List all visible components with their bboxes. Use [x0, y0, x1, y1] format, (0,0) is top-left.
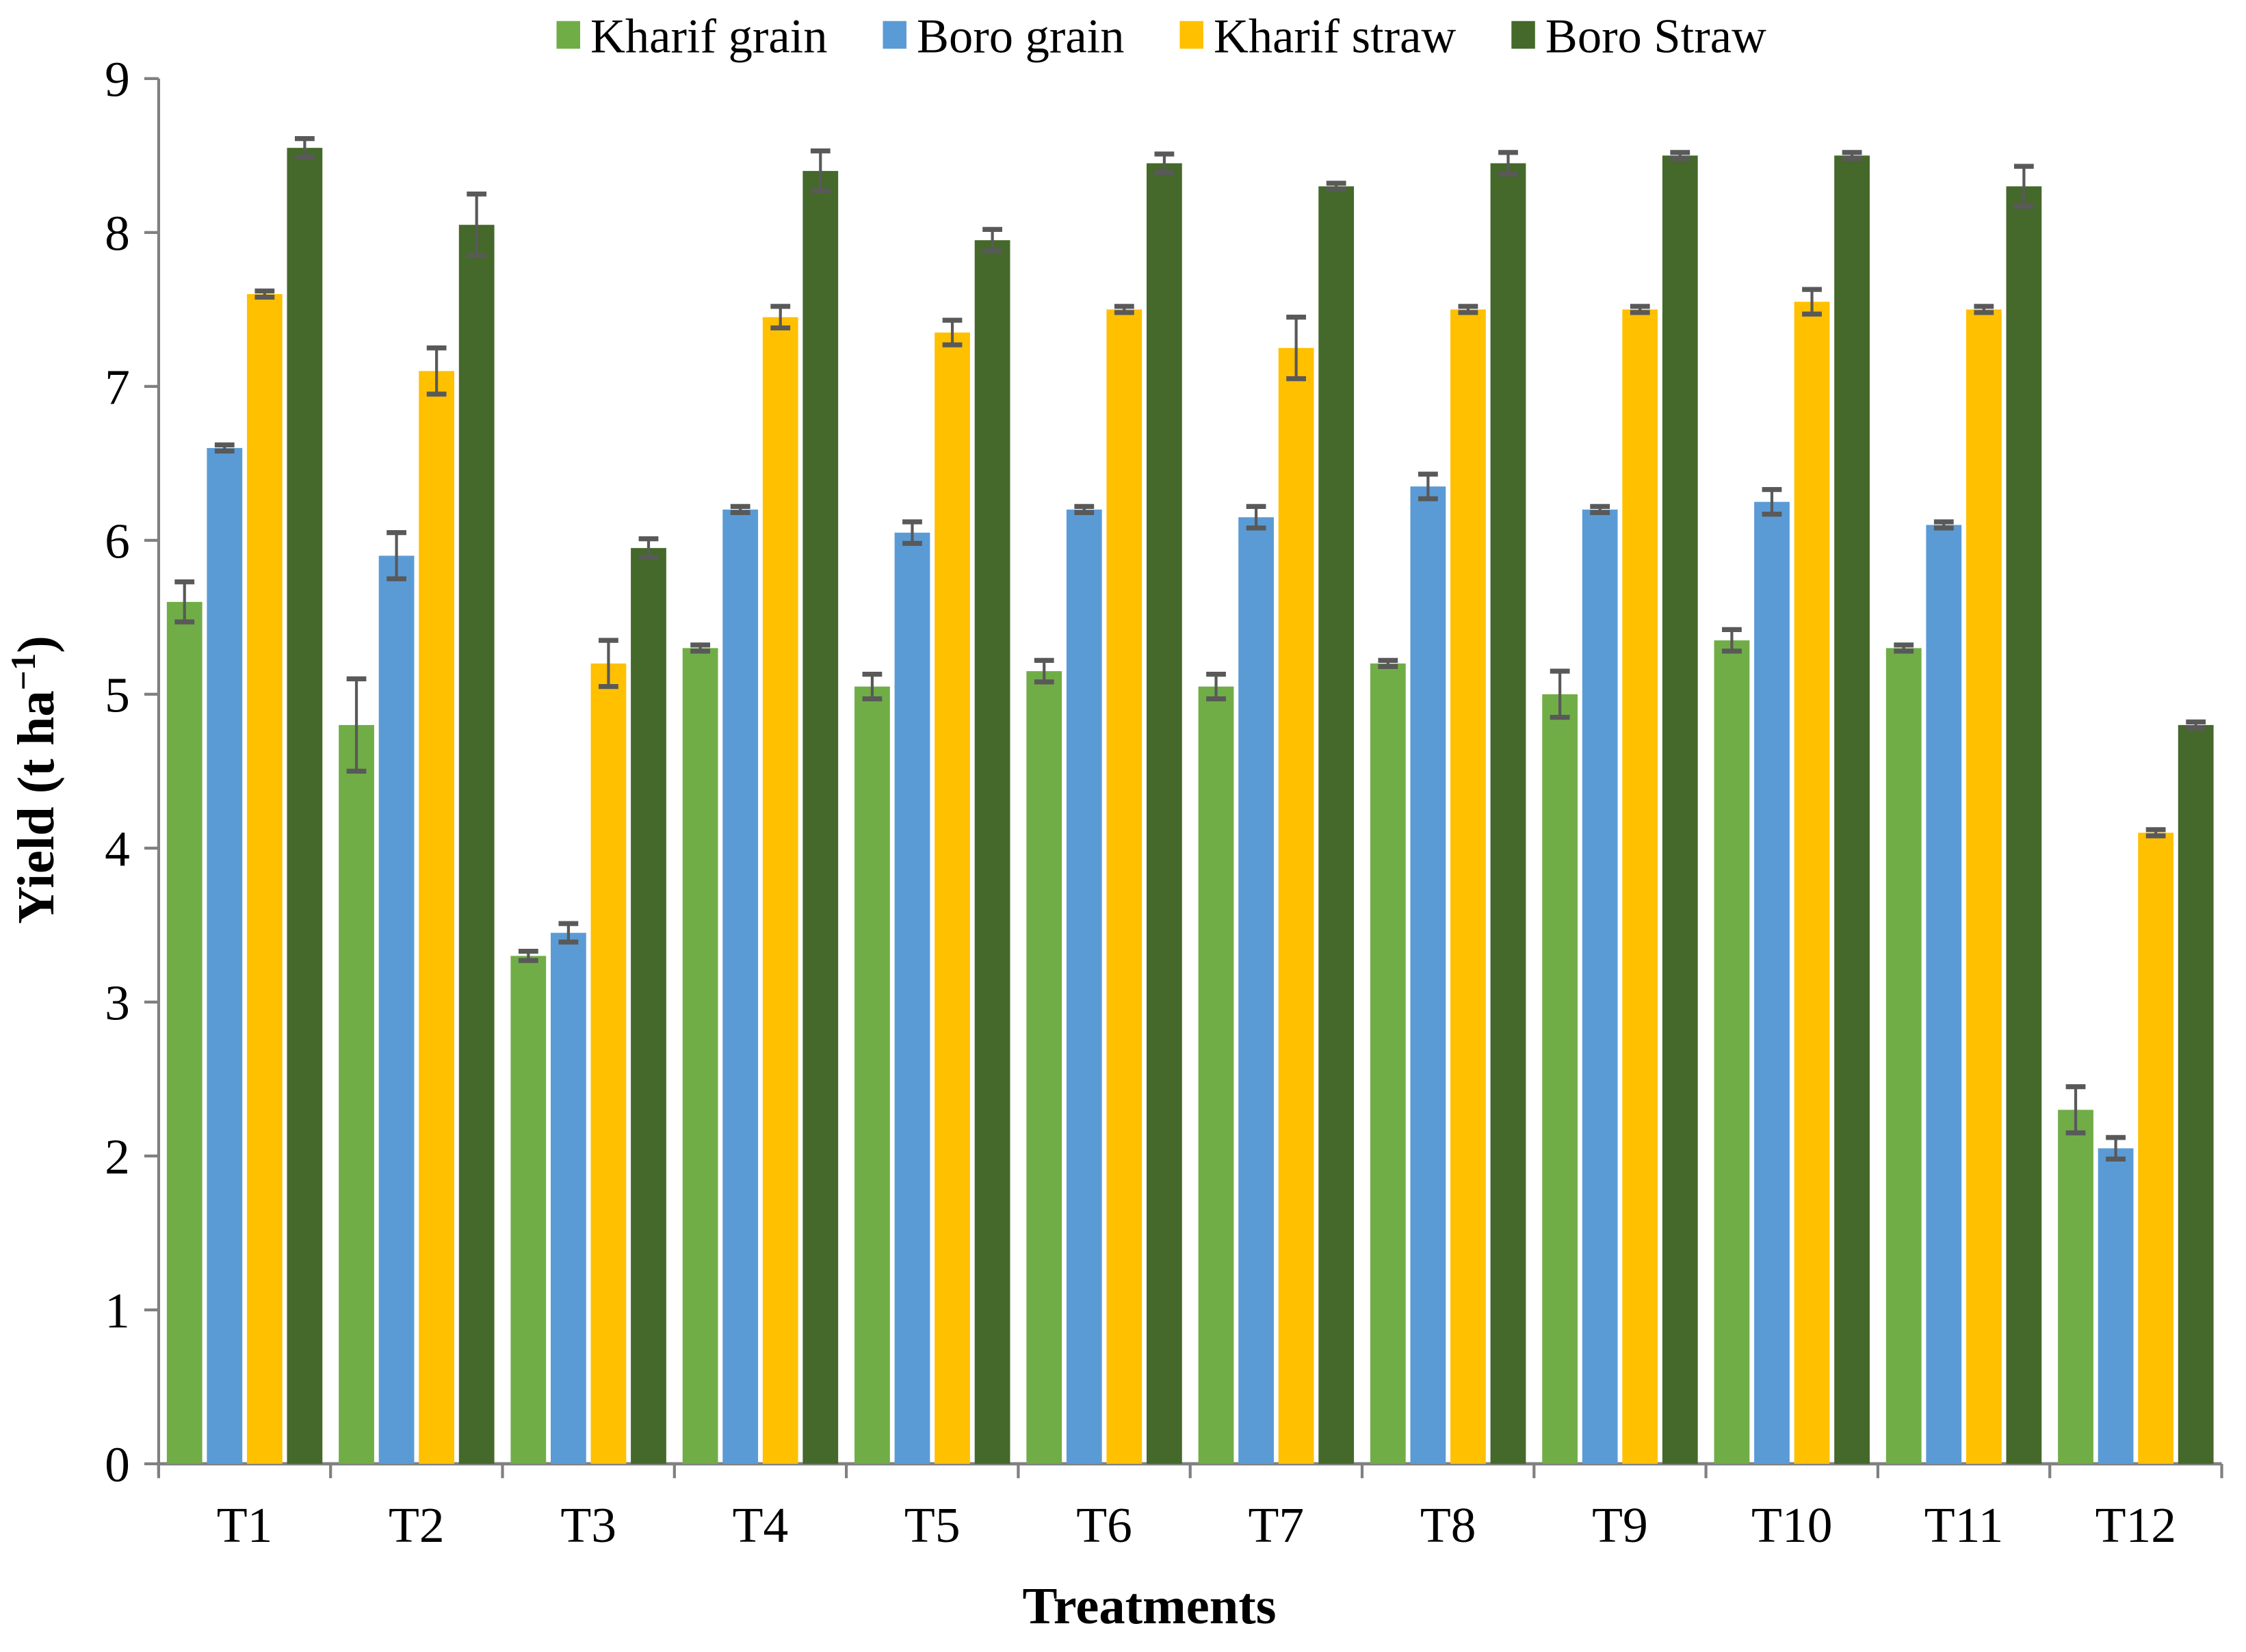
- y-tick-label: 7: [105, 359, 130, 415]
- category-label-t12: T12: [2095, 1497, 2176, 1553]
- bar-boro-grain-t1: [207, 447, 243, 1464]
- bar-boro-straw-t7: [1318, 186, 1355, 1464]
- bar-kharif-grain-t9: [1542, 694, 1578, 1464]
- y-tick-label: 4: [105, 821, 130, 876]
- bar-kharif-grain-t2: [339, 724, 374, 1464]
- bar-boro-straw-t5: [974, 240, 1010, 1464]
- bar-boro-straw-t2: [458, 224, 495, 1464]
- bar-boro-grain-t3: [550, 932, 586, 1464]
- category-label-t11: T11: [1924, 1497, 2004, 1553]
- bar-kharif-grain-t3: [510, 956, 547, 1464]
- bar-kharif-straw-t8: [1450, 309, 1486, 1464]
- bar-boro-grain-t8: [1410, 486, 1446, 1464]
- bar-boro-straw-t9: [1662, 155, 1698, 1464]
- category-label-t9: T9: [1592, 1497, 1648, 1553]
- y-tick-label: 9: [105, 51, 130, 107]
- bar-kharif-grain-t7: [1198, 686, 1234, 1464]
- bar-boro-straw-t6: [1147, 163, 1182, 1464]
- y-tick-label: 8: [105, 205, 130, 261]
- y-tick-label: 3: [105, 975, 130, 1030]
- bar-boro-straw-t3: [631, 548, 666, 1464]
- bar-boro-grain-t7: [1238, 517, 1274, 1464]
- y-tick-label: 6: [105, 513, 130, 568]
- category-label-t4: T4: [733, 1497, 789, 1553]
- bar-boro-grain-t2: [378, 555, 415, 1464]
- bar-kharif-grain-t11: [1885, 648, 1922, 1464]
- bar-boro-grain-t11: [1926, 525, 1962, 1464]
- bar-kharif-straw-t7: [1278, 348, 1314, 1464]
- bar-kharif-grain-t1: [166, 601, 203, 1464]
- bar-boro-grain-t5: [894, 532, 930, 1464]
- legend-item-label: Kharif grain: [590, 10, 827, 64]
- bar-boro-straw-t12: [2178, 724, 2214, 1464]
- category-label-t2: T2: [389, 1497, 445, 1553]
- bar-boro-straw-t10: [1834, 155, 1870, 1464]
- bar-boro-grain-t9: [1582, 509, 1618, 1464]
- y-axis-title: Yield (t ha−1): [5, 635, 65, 923]
- category-label-t10: T10: [1751, 1497, 1832, 1553]
- legend-item-label: Boro Straw: [1545, 10, 1766, 64]
- legend-swatch: [556, 21, 581, 49]
- category-label-t3: T3: [560, 1497, 616, 1553]
- bar-kharif-grain-t8: [1370, 663, 1406, 1464]
- bar-boro-grain-t10: [1754, 501, 1790, 1464]
- bar-kharif-straw-t10: [1794, 302, 1830, 1464]
- bar-kharif-straw-t1: [246, 293, 283, 1464]
- bar-boro-straw-t11: [2006, 186, 2042, 1464]
- bar-kharif-straw-t3: [590, 663, 627, 1464]
- x-axis-title: Treatments: [1022, 1577, 1276, 1635]
- category-label-t7: T7: [1249, 1497, 1305, 1553]
- bar-boro-grain-t12: [2098, 1148, 2134, 1464]
- y-tick-label: 2: [105, 1129, 130, 1184]
- bar-kharif-grain-t6: [1026, 671, 1062, 1464]
- bar-kharif-straw-t4: [762, 317, 798, 1464]
- legend-swatch: [883, 21, 906, 49]
- bar-kharif-straw-t11: [1966, 309, 2002, 1464]
- y-tick-label: 1: [105, 1283, 130, 1338]
- category-label-t8: T8: [1420, 1497, 1476, 1553]
- legend-item: Boro Straw: [1511, 10, 1766, 64]
- bar-kharif-grain-t12: [2058, 1110, 2093, 1464]
- y-tick-label: 5: [105, 667, 130, 722]
- bar-boro-straw-t8: [1490, 163, 1526, 1464]
- bar-kharif-straw-t12: [2138, 832, 2174, 1464]
- legend-item-label: Boro grain: [917, 10, 1124, 64]
- bar-boro-grain-t6: [1066, 509, 1102, 1464]
- category-label-t1: T1: [217, 1497, 273, 1553]
- bar-boro-grain-t4: [722, 509, 759, 1464]
- y-tick-label: 0: [105, 1437, 130, 1492]
- bar-boro-straw-t4: [802, 170, 839, 1464]
- legend-item-label: Kharif straw: [1214, 10, 1456, 64]
- bar-kharif-straw-t2: [419, 371, 455, 1464]
- legend-item: Kharif grain: [556, 10, 827, 64]
- bar-kharif-grain-t10: [1714, 640, 1750, 1464]
- legend-item: Kharif straw: [1179, 10, 1456, 64]
- bar-kharif-straw-t9: [1622, 309, 1658, 1464]
- bar-kharif-grain-t5: [854, 686, 890, 1464]
- category-label-t6: T6: [1076, 1497, 1132, 1553]
- bar-kharif-grain-t4: [682, 648, 718, 1464]
- plot-area: 0 1 2 3 4 5 6 7 8 9 T1 T2 T3 T4 T5 T6 T7 T8 T9 T10 T11 T12: [105, 51, 2223, 1553]
- legend-item: Boro grain: [883, 10, 1124, 64]
- bar-boro-straw-t1: [287, 148, 323, 1464]
- category-label-t5: T5: [904, 1497, 961, 1553]
- bar-kharif-straw-t6: [1106, 309, 1142, 1464]
- legend: Kharif grain Boro grain Kharif straw Boro S…: [556, 10, 1766, 64]
- bar-kharif-straw-t5: [935, 332, 970, 1464]
- legend-swatch: [1511, 21, 1535, 49]
- legend-swatch: [1179, 21, 1203, 49]
